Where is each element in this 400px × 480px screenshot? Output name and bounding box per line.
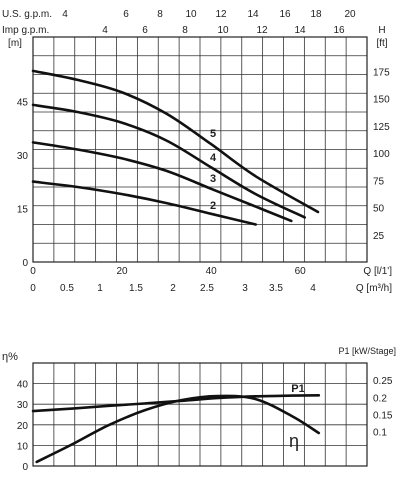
head-curves bbox=[31, 69, 320, 226]
eta-tick-label: 10 bbox=[17, 441, 29, 452]
x-lpm-tick-label: 40 bbox=[206, 266, 218, 277]
left-y-tick-label: 30 bbox=[17, 151, 29, 162]
x-m3h-tick-label: 2 bbox=[170, 283, 176, 294]
left-y-tick-label: 15 bbox=[17, 204, 29, 215]
x-m3h-tick-label: 0.5 bbox=[60, 283, 74, 294]
x-m3h-tick-label: 3.5 bbox=[269, 283, 283, 294]
x-lpm-tick-label: 0 bbox=[30, 266, 36, 277]
us-gpm-axis-label: U.S. g.p.m. bbox=[2, 9, 52, 20]
imp-gpm-tick-label: 4 bbox=[102, 25, 108, 36]
us-gpm-tick-label: 4 bbox=[62, 9, 68, 20]
left-y-tick-label: 0 bbox=[22, 258, 28, 269]
head-curve-4 bbox=[31, 103, 306, 219]
x-m3h-tick-label: 2.5 bbox=[200, 283, 214, 294]
power-efficiency-chart: η% 0 10 20 30 40 P1 [kW/Stage] 0.1 0.15 0.2 0.25 P1… bbox=[2, 346, 396, 473]
x-lpm-tick-label: 20 bbox=[117, 266, 129, 277]
right-y-tick-label: 50 bbox=[373, 204, 385, 215]
series-label-eta: η bbox=[289, 431, 299, 451]
pe-plot-frame bbox=[32, 362, 368, 467]
right-y-tick-label: 150 bbox=[373, 95, 390, 106]
pe-grid bbox=[33, 363, 367, 466]
head-plot-frame bbox=[32, 36, 368, 263]
x-m3h-tick-label: 3 bbox=[242, 283, 248, 294]
series-label-p1: P1 bbox=[291, 383, 304, 395]
imp-gpm-tick-label: 8 bbox=[182, 25, 188, 36]
series-label-4: 4 bbox=[210, 152, 217, 164]
head-curve-2 bbox=[31, 180, 257, 226]
right-y-unit: [ft] bbox=[376, 38, 387, 49]
p1-tick-label: 0.2 bbox=[373, 393, 387, 404]
x-m3h-axis-label: Q [m³/h] bbox=[356, 283, 392, 294]
imp-gpm-tick-label: 16 bbox=[333, 25, 345, 36]
x-m3h-tick-label: 0 bbox=[30, 283, 36, 294]
right-y-tick-label: 75 bbox=[373, 176, 385, 187]
head-curve-5 bbox=[31, 69, 320, 214]
series-label-3: 3 bbox=[210, 173, 216, 185]
x-m3h-tick-label: 1 bbox=[97, 283, 103, 294]
left-y-unit: [m] bbox=[8, 38, 22, 49]
left-y-tick-label: 45 bbox=[17, 97, 29, 108]
imp-gpm-tick-label: 14 bbox=[294, 25, 306, 36]
right-y-tick-label: 125 bbox=[373, 122, 390, 133]
p1-axis-label: P1 [kW/Stage] bbox=[338, 346, 396, 356]
x-m3h-tick-label: 4 bbox=[310, 283, 316, 294]
x-lpm-tick-label: 60 bbox=[295, 266, 307, 277]
eta-tick-label: 0 bbox=[22, 462, 28, 473]
imp-gpm-axis-label: Imp g.p.m. bbox=[2, 25, 49, 36]
us-gpm-tick-label: 14 bbox=[247, 9, 259, 20]
x-lpm-axis-label: Q [l/1'] bbox=[363, 266, 392, 277]
head-grid bbox=[33, 37, 367, 262]
imp-gpm-tick-label: 12 bbox=[256, 25, 268, 36]
x-m3h-tick-label: 1.5 bbox=[129, 283, 143, 294]
us-gpm-tick-label: 20 bbox=[344, 9, 356, 20]
us-gpm-tick-label: 10 bbox=[185, 9, 197, 20]
us-gpm-tick-label: 6 bbox=[123, 9, 129, 20]
head-curve-3 bbox=[31, 141, 293, 223]
p1-tick-label: 0.15 bbox=[373, 411, 393, 422]
p1-tick-label: 0.1 bbox=[373, 428, 387, 439]
eta-tick-label: 40 bbox=[17, 380, 29, 391]
pe-curves bbox=[31, 394, 321, 464]
us-gpm-tick-label: 18 bbox=[310, 9, 322, 20]
right-y-tick-label: 25 bbox=[373, 231, 385, 242]
series-label-5: 5 bbox=[210, 128, 216, 140]
us-gpm-tick-label: 16 bbox=[279, 9, 291, 20]
series-label-2: 2 bbox=[210, 200, 216, 212]
right-y-tick-label: 175 bbox=[373, 68, 390, 79]
imp-gpm-tick-label: 6 bbox=[142, 25, 148, 36]
pe-labels: η% 0 10 20 30 40 P1 [kW/Stage] 0.1 0.15 0.2 0.25 P1… bbox=[2, 346, 396, 473]
right-y-label: H bbox=[378, 25, 385, 36]
us-gpm-tick-label: 12 bbox=[215, 9, 227, 20]
eta-tick-label: 20 bbox=[17, 421, 29, 432]
imp-gpm-tick-label: 10 bbox=[217, 25, 229, 36]
us-gpm-tick-label: 8 bbox=[157, 9, 163, 20]
right-y-tick-label: 100 bbox=[373, 149, 390, 160]
pe-curve-efficiency bbox=[35, 394, 321, 464]
eta-tick-label: 30 bbox=[17, 400, 29, 411]
p1-tick-label: 0.25 bbox=[373, 376, 393, 387]
eta-axis-label: η% bbox=[2, 351, 18, 363]
